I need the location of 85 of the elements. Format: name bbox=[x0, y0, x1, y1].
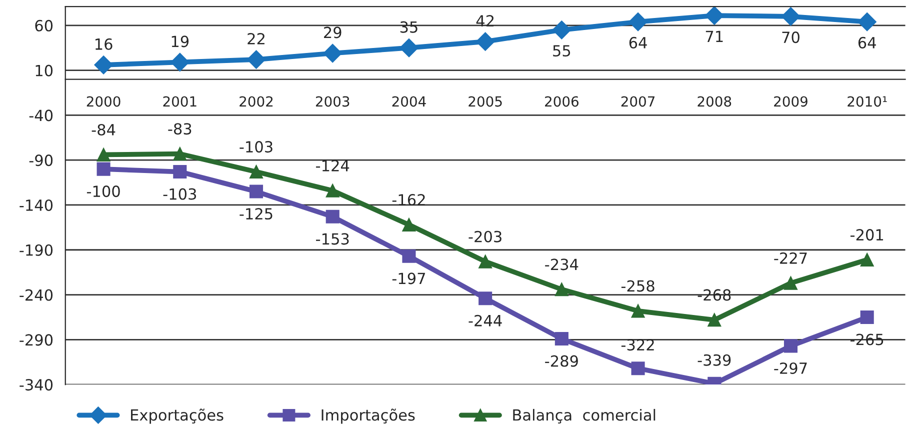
point bbox=[249, 164, 264, 179]
y-tick-label: -40 bbox=[29, 110, 53, 122]
data-label: -201 bbox=[850, 229, 884, 241]
data-label: -322 bbox=[621, 339, 654, 351]
point bbox=[784, 276, 798, 290]
data-label: -125 bbox=[240, 208, 272, 220]
data-label: 42 bbox=[476, 15, 494, 26]
data-label: 64 bbox=[629, 36, 647, 48]
data-label: -103 bbox=[163, 188, 196, 200]
data-label: -339 bbox=[698, 354, 731, 366]
point bbox=[552, 20, 572, 40]
point bbox=[705, 6, 724, 25]
point bbox=[249, 184, 264, 198]
x-tick-label: 2008 bbox=[698, 96, 732, 107]
data-label: -244 bbox=[468, 314, 502, 326]
data-label: -297 bbox=[774, 362, 807, 374]
point bbox=[400, 38, 418, 58]
point bbox=[631, 304, 645, 318]
point bbox=[478, 292, 492, 306]
point bbox=[554, 282, 568, 296]
data-label: 16 bbox=[96, 38, 112, 50]
y-tick-label: -340 bbox=[20, 379, 53, 391]
x-tick-label: 2000 bbox=[86, 96, 120, 107]
y-tick-label: 10 bbox=[36, 64, 53, 76]
y-tick-label: -240 bbox=[20, 289, 53, 301]
data-label: 71 bbox=[706, 30, 723, 42]
data-label: 19 bbox=[172, 36, 189, 48]
point bbox=[631, 362, 645, 376]
point bbox=[402, 218, 416, 232]
x-tick-label: 2007 bbox=[621, 96, 655, 107]
data-label: 55 bbox=[553, 45, 570, 57]
y-tick-label: -190 bbox=[20, 244, 53, 256]
point bbox=[860, 310, 874, 324]
data-label: -124 bbox=[316, 160, 350, 172]
x-tick-label: 2003 bbox=[316, 96, 350, 107]
data-label: -234 bbox=[545, 258, 578, 270]
x-tick-label: 2005 bbox=[468, 96, 502, 107]
point bbox=[781, 7, 800, 26]
data-label: -83 bbox=[168, 123, 192, 135]
point bbox=[554, 332, 568, 346]
point bbox=[326, 210, 340, 224]
point bbox=[246, 50, 266, 69]
data-label: -289 bbox=[545, 355, 578, 367]
x-tick-label: 2004 bbox=[392, 96, 426, 107]
data-label: 22 bbox=[248, 32, 264, 44]
point bbox=[96, 148, 110, 162]
x-tick-label: 2006 bbox=[545, 96, 578, 107]
point bbox=[96, 162, 110, 176]
x-tick-label: 2010¹ bbox=[848, 96, 887, 107]
point bbox=[326, 184, 340, 198]
data-label: 70 bbox=[782, 32, 800, 44]
point bbox=[94, 56, 113, 74]
data-label: -84 bbox=[92, 124, 116, 136]
data-label: -258 bbox=[621, 280, 654, 292]
data-label: -197 bbox=[392, 272, 426, 284]
data-label: -100 bbox=[86, 186, 120, 198]
point bbox=[476, 32, 495, 51]
point bbox=[860, 252, 874, 267]
point bbox=[858, 12, 876, 32]
point bbox=[402, 249, 416, 263]
data-label: 29 bbox=[324, 26, 342, 38]
point bbox=[708, 313, 722, 327]
data-label: -153 bbox=[316, 233, 349, 245]
y-tick-label: -140 bbox=[20, 199, 53, 212]
data-label: -203 bbox=[468, 230, 502, 242]
point bbox=[628, 12, 648, 32]
point bbox=[170, 52, 190, 72]
x-tick-label: 2009 bbox=[774, 96, 808, 107]
point bbox=[478, 254, 492, 268]
point bbox=[173, 147, 187, 161]
legend-label: Balança comercial bbox=[513, 408, 656, 424]
data-label: 64 bbox=[858, 36, 876, 48]
y-tick-label: 60 bbox=[35, 20, 53, 32]
data-label: -103 bbox=[240, 141, 272, 153]
point bbox=[784, 339, 798, 353]
x-tick-label: 2002 bbox=[240, 96, 273, 107]
data-label: -227 bbox=[774, 252, 807, 264]
y-tick-label: -90 bbox=[29, 154, 53, 166]
legend-label: Importações bbox=[322, 408, 415, 424]
point bbox=[173, 164, 187, 179]
legend-label: Exportações bbox=[131, 408, 224, 424]
data-label: -162 bbox=[392, 194, 425, 206]
point bbox=[323, 44, 342, 63]
x-tick-label: 2001 bbox=[163, 96, 196, 107]
y-tick-label: -290 bbox=[20, 334, 53, 346]
